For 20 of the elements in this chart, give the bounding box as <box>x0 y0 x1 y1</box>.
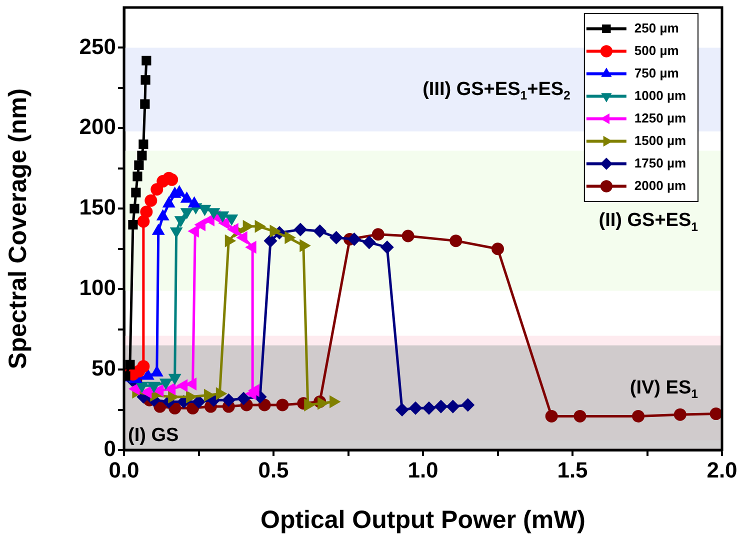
legend-label: 1000 µm <box>634 88 686 103</box>
x-tick-label: 1.5 <box>557 457 588 482</box>
band-label: (I) GS <box>128 425 179 446</box>
y-tick-label: 250 <box>79 34 116 59</box>
legend-label: 250 µm <box>634 20 679 36</box>
x-tick-label: 2.0 <box>706 457 738 482</box>
x-tick-label: 0.5 <box>258 457 289 482</box>
y-tick-label: 100 <box>79 275 116 300</box>
x-axis-title: Optical Output Power (mW) <box>260 506 586 534</box>
y-axis-title: Spectral Coverage (nm) <box>4 88 32 370</box>
x-tick-label: 1.0 <box>408 457 438 482</box>
y-tick-label: 50 <box>92 356 116 381</box>
legend-label: 750 µm <box>634 65 679 80</box>
y-tick-label: 150 <box>79 194 116 220</box>
legend-label: 1500 µm <box>634 132 686 148</box>
legend-label: 2000 µm <box>634 178 686 193</box>
y-tick-label: 200 <box>79 114 116 140</box>
legend-label: 500 µm <box>634 42 679 58</box>
legend-label: 1750 µm <box>634 155 686 170</box>
legend-label: 1250 µm <box>634 110 686 126</box>
